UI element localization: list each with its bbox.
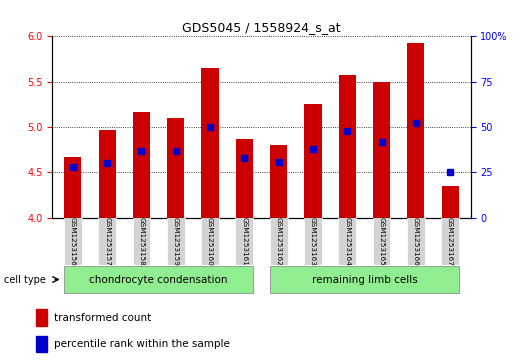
Bar [132, 218, 151, 265]
Bar [36, 309, 48, 326]
Bar [36, 336, 48, 352]
Bar [407, 43, 424, 218]
Text: transformed count: transformed count [54, 313, 152, 323]
Bar [270, 218, 288, 265]
Text: GSM1253162: GSM1253162 [276, 217, 282, 266]
Bar [98, 218, 116, 265]
Bar [167, 118, 184, 218]
Bar [304, 105, 322, 218]
Bar [64, 218, 82, 265]
Bar [270, 145, 287, 218]
Text: GSM1253163: GSM1253163 [310, 217, 316, 266]
Bar [64, 157, 82, 218]
Title: GDS5045 / 1558924_s_at: GDS5045 / 1558924_s_at [182, 21, 341, 34]
Bar [167, 218, 185, 265]
Bar [407, 218, 425, 265]
Text: GSM1253156: GSM1253156 [70, 217, 76, 266]
Text: GSM1253167: GSM1253167 [447, 217, 453, 266]
Bar [201, 218, 219, 265]
Bar [235, 218, 253, 265]
Text: chondrocyte condensation: chondrocyte condensation [89, 274, 228, 285]
Text: GSM1253164: GSM1253164 [344, 217, 350, 266]
Text: percentile rank within the sample: percentile rank within the sample [54, 339, 230, 349]
Bar [373, 82, 390, 218]
Text: GSM1253157: GSM1253157 [104, 217, 110, 266]
Text: GSM1253161: GSM1253161 [241, 217, 247, 266]
Bar [201, 68, 219, 218]
Text: cell type: cell type [4, 274, 46, 285]
Text: GSM1253165: GSM1253165 [379, 217, 384, 266]
Bar [338, 218, 356, 265]
Bar [99, 130, 116, 218]
Text: GSM1253160: GSM1253160 [207, 217, 213, 266]
Bar [441, 218, 459, 265]
Bar [64, 266, 253, 293]
Bar [339, 75, 356, 218]
Bar [236, 139, 253, 218]
Bar [372, 218, 391, 265]
Text: remaining limb cells: remaining limb cells [312, 274, 417, 285]
Text: GSM1253158: GSM1253158 [139, 217, 144, 266]
Bar [270, 266, 459, 293]
Bar [304, 218, 322, 265]
Bar [133, 112, 150, 218]
Text: GSM1253166: GSM1253166 [413, 217, 419, 266]
Text: GSM1253159: GSM1253159 [173, 217, 179, 266]
Bar [441, 186, 459, 218]
